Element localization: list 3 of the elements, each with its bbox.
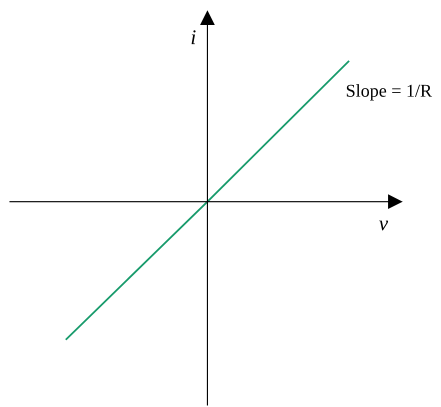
y-axis-title: i — [192, 30, 196, 44]
x-axis-title: v — [379, 220, 388, 230]
annotation: Slope = 1/R — [346, 84, 432, 100]
